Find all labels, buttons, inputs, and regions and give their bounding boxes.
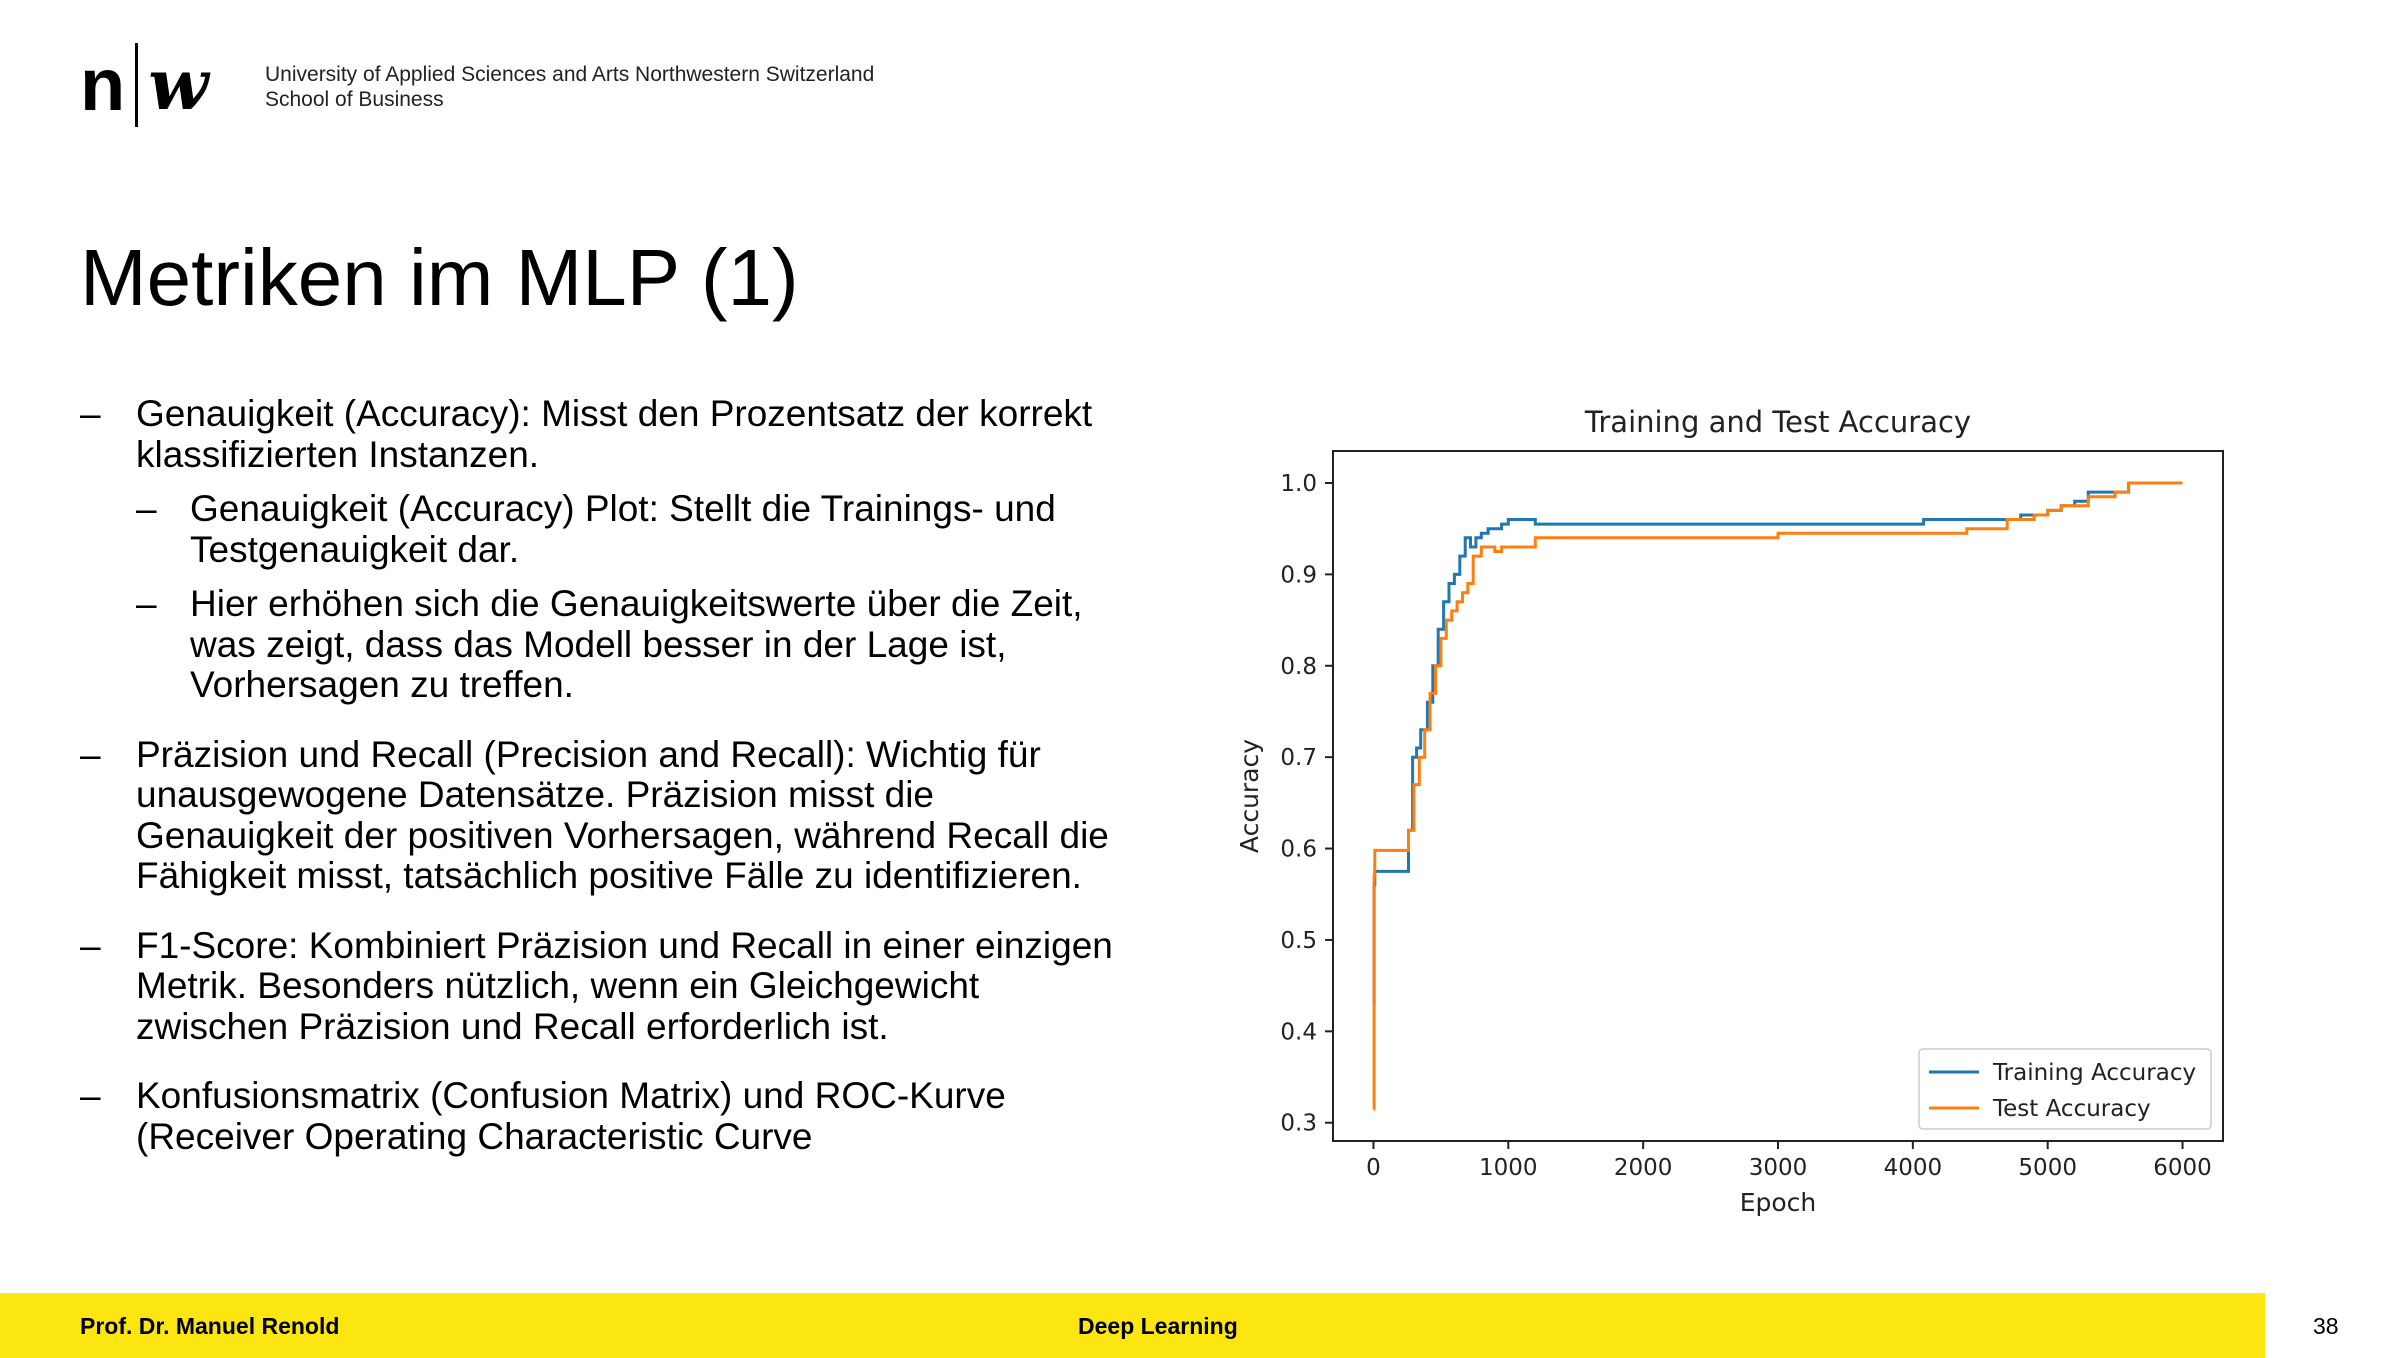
bullet-dash: –: [80, 733, 101, 775]
accuracy-chart: Training and Test Accuracy 0 1000 2000 3000 4…: [1235, 405, 2224, 1217]
x-tick-label: 0: [1366, 1155, 1381, 1181]
bullet-dash: –: [80, 393, 101, 434]
logo-letter-n: n: [80, 43, 125, 126]
y-tick-label: 0.8: [1280, 654, 1317, 680]
legend-label: Training Accuracy: [1992, 1060, 2196, 1086]
y-tick-label: 0.6: [1280, 837, 1317, 863]
bullet-f1-score: – F1-Score: Kombiniert Präzision und Rec…: [80, 924, 1140, 1048]
x-tick-label: 3000: [1749, 1155, 1808, 1181]
series-line-training-accuracy: [1372, 481, 2183, 1006]
chart-title: Training and Test Accuracy: [1584, 405, 1971, 439]
institution-line-1: University of Applied Sciences and Arts …: [265, 63, 875, 86]
institution-name: University of Applied Sciences and Arts …: [265, 62, 874, 112]
institution-line-2: School of Business: [265, 88, 444, 111]
bullet-text: Konfusionsmatrix (Confusion Matrix) und …: [136, 1075, 1006, 1157]
footer-author: Prof. Dr. Manuel Renold: [80, 1313, 340, 1339]
sub-bullet-text: Hier erhöhen sich die Genauigkeitswerte …: [190, 583, 1083, 705]
y-tick-label: 1.0: [1280, 471, 1317, 497]
y-tick-label: 0.7: [1280, 745, 1317, 771]
series-line-test-accuracy: [1372, 481, 2183, 1111]
page-number: 38: [2313, 1313, 2339, 1339]
bullet-confusion-roc: – Konfusionsmatrix (Confusion Matrix) un…: [80, 1075, 1140, 1157]
bullet-list: – Genauigkeit (Accuracy): Misst den Proz…: [80, 393, 1140, 1186]
x-tick-label: 1000: [1479, 1155, 1538, 1181]
logo-letter-w: w: [148, 43, 209, 126]
logo-divider: [135, 43, 139, 127]
sub-bullet-accuracy-plot: – Genauigkeit (Accuracy) Plot: Stellt di…: [136, 488, 1140, 570]
legend-label: Test Accuracy: [1992, 1096, 2151, 1122]
legend-box: [1918, 1048, 2212, 1130]
sub-bullet-list: – Genauigkeit (Accuracy) Plot: Stellt di…: [136, 488, 1140, 706]
x-tick-label: 6000: [2153, 1155, 2212, 1181]
sub-bullet-dash: –: [136, 488, 157, 529]
sub-bullet-dash: –: [136, 583, 157, 624]
y-axis-label: Accuracy: [1235, 739, 1264, 853]
fhnw-logo: n w: [80, 42, 208, 128]
y-tick-label: 0.4: [1280, 1019, 1317, 1045]
bullet-text: Präzision und Recall (Precision and Reca…: [136, 733, 1109, 896]
footer-bar: Prof. Dr. Manuel Renold Deep Learning: [0, 1293, 2265, 1358]
bullet-text: Genauigkeit (Accuracy): Misst den Prozen…: [136, 393, 1093, 475]
x-tick-label: 4000: [1884, 1155, 1943, 1181]
y-tick-label: 0.5: [1280, 928, 1317, 954]
x-tick-label: 5000: [2018, 1155, 2077, 1181]
slide-title: Metriken im MLP (1): [80, 233, 799, 322]
footer-course: Deep Learning: [1078, 1313, 1238, 1339]
sub-bullet-accuracy-trend: – Hier erhöhen sich die Genauigkeitswert…: [136, 583, 1140, 706]
x-tick-label: 2000: [1614, 1155, 1673, 1181]
logo-mark: n w: [80, 42, 208, 128]
bullet-dash: –: [80, 1075, 101, 1116]
sub-bullet-text: Genauigkeit (Accuracy) Plot: Stellt die …: [190, 488, 1056, 570]
bullet-precision-recall: – Präzision und Recall (Precision and Re…: [80, 733, 1140, 897]
bullet-text: F1-Score: Kombiniert Präzision und Recal…: [136, 924, 1113, 1047]
x-axis-label: Epoch: [1740, 1188, 1817, 1217]
bullet-dash: –: [80, 924, 101, 966]
y-tick-label: 0.9: [1280, 562, 1317, 588]
y-tick-label: 0.3: [1280, 1111, 1317, 1137]
bullet-accuracy: – Genauigkeit (Accuracy): Misst den Proz…: [80, 393, 1140, 706]
